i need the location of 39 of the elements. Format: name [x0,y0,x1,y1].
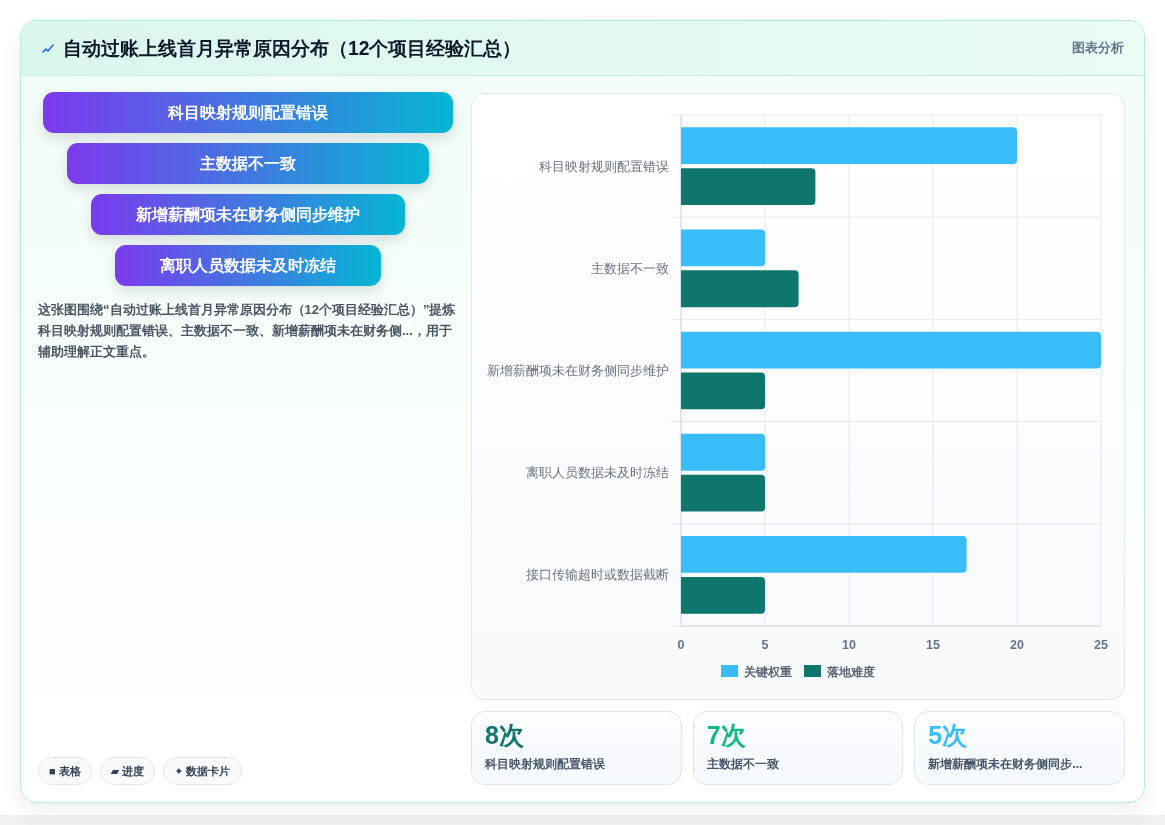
data-label: 5次 [928,720,968,750]
bar [681,372,765,410]
bar [681,433,765,471]
bar [681,127,1017,165]
text: ✦ 数据卡片 [163,757,242,785]
y-tick-label: 离职人员数据未及时冻结 [526,465,669,481]
y-tick-label: 新增薪酬项未在财务侧同步维护 [487,363,669,378]
text: ■ 表格 [38,757,92,785]
x-tick-label: 15 [926,638,940,652]
bar [681,270,799,308]
y-tick-label: 科目映射规则配置错误 [539,158,669,174]
x-tick-label: 20 [1010,638,1024,652]
x-tick-label: 5 [761,638,769,652]
category-label: 主数据不一致 [706,756,779,772]
category-label: 新增薪酬项未在财务侧同步... [928,756,1083,772]
bar [681,536,967,573]
data-label: 7次 [706,720,746,750]
bar [681,331,1101,369]
text: ▰ 进度 [99,757,156,785]
category-label: 离职人员数据未及时冻结 [115,245,381,286]
text: 自动过账上线首月异常原因分布（12个项目经验汇总） [63,37,522,61]
y-tick-label: 接口传输超时或数据截断 [526,567,669,583]
text: 图表分析 [1072,40,1124,56]
bar [681,168,816,205]
x-tick-label: 10 [842,638,856,652]
bar [681,474,765,512]
bar [681,576,765,614]
x-tick-label: 25 [1094,638,1108,652]
y-tick-label: 主数据不一致 [591,260,669,276]
category-label: 科目映射规则配置错误 [485,756,605,772]
x-tick-label: 0 [677,638,685,652]
category-label: 科目映射规则配置错误 [43,92,453,133]
category-label: 主数据不一致 [67,143,429,184]
data-label: 8次 [485,720,524,750]
legend-label: 落地难度 [826,664,875,679]
category-label: 新增薪酬项未在财务侧同步维护 [91,194,405,235]
bar [681,229,765,267]
legend-label: 关键权重 [743,664,792,679]
text: 这张图围绕“自动过账上线首月异常原因分布（12个项目经验汇总）”提炼科目映射规则配置错误、主数据不一致、新增薪酬项未在财务侧...，用于辅助理解正文重点。 [38,301,457,361]
